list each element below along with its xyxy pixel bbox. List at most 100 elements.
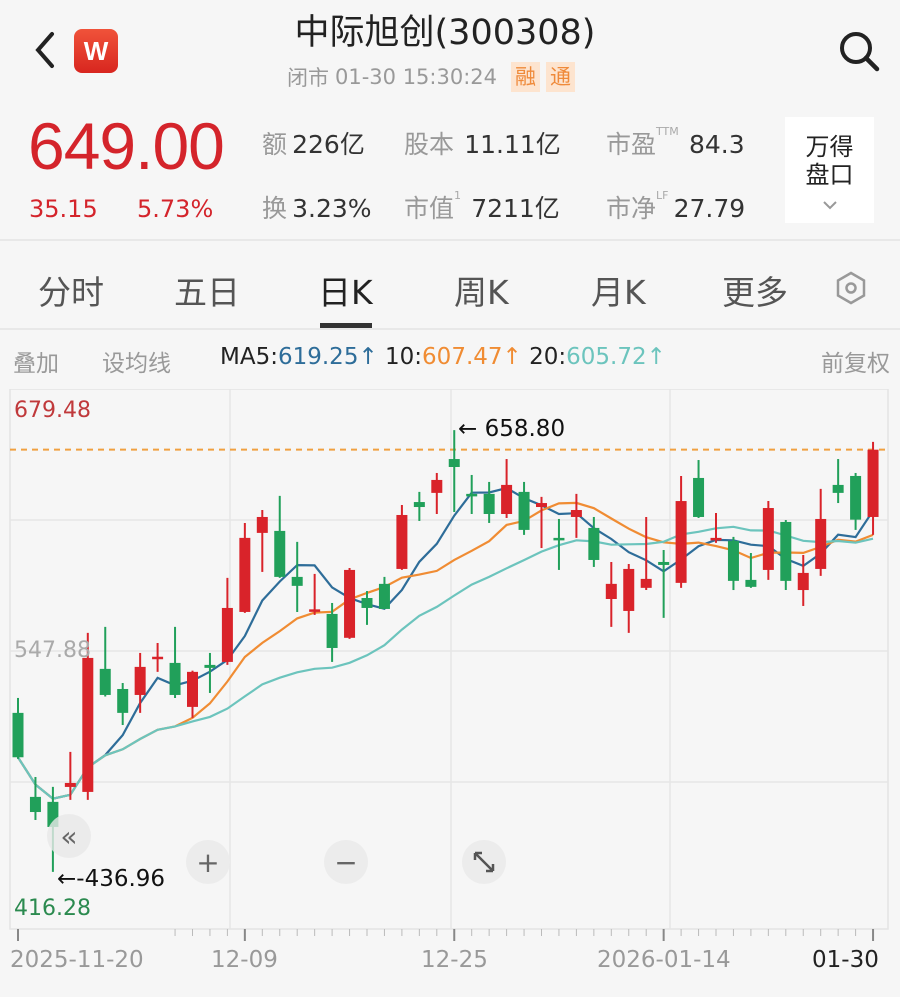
low-annotation: ←-436.96 (57, 866, 166, 892)
connect-badge: 通 (546, 62, 576, 92)
candle-body-up (640, 578, 652, 588)
pankou-line1: 万得 (805, 133, 854, 161)
overlay-button[interactable]: 叠加 (13, 351, 59, 377)
double-chevron-left-icon: « (60, 819, 78, 853)
candle-body-up (64, 782, 76, 787)
candle-body-down (518, 491, 530, 530)
candle-body-down (832, 484, 844, 493)
candle-body-up (344, 569, 356, 638)
scroll-left-button[interactable]: « (47, 814, 91, 858)
stat-label: 市值 (404, 194, 455, 223)
stat-value: 11.11亿 (464, 130, 561, 159)
candle-body-down (483, 493, 495, 514)
market-status: 闭市 01-30 15:30:24 融 通 (287, 62, 576, 92)
stat-value: 84.3 (688, 130, 745, 159)
last-price: 649.00 (28, 109, 225, 183)
search-button[interactable] (836, 28, 882, 74)
tab-more[interactable]: 更多 (722, 273, 788, 312)
candle-body-up (605, 583, 617, 599)
candle-body-up (221, 607, 233, 662)
stat-label: 市净 (606, 194, 657, 223)
pankou-line2: 盘口 (805, 161, 854, 189)
stock-title: 中际旭创(300308) (294, 13, 596, 53)
tab-monthly-k[interactable]: 月K (591, 273, 646, 312)
fullscreen-button[interactable] (462, 840, 506, 884)
candle-body-up (762, 508, 774, 570)
stat-sup: TTM (656, 125, 679, 138)
plus-icon: + (196, 845, 220, 879)
stat-amount: 额 226亿 (262, 125, 365, 161)
active-tab-indicator (320, 323, 372, 328)
candle-body-up (134, 666, 146, 695)
ma10-label: 10: (385, 344, 423, 370)
candle-body-down (117, 688, 129, 713)
x-tick-label: 01-30 (812, 947, 879, 973)
candle-body-down (361, 598, 373, 608)
zoom-out-button[interactable]: − (324, 840, 368, 884)
tab-five-day[interactable]: 五日 (174, 273, 240, 312)
chart-frame (9, 389, 889, 930)
stat-label: 换 (262, 194, 288, 223)
margin-badge: 融 (511, 62, 541, 92)
candle-body-up (710, 537, 722, 541)
candle-body-down (413, 502, 425, 508)
candle-body-down (850, 475, 862, 520)
low-value: 436.96 (84, 866, 166, 892)
high-value: 658.80 (484, 416, 566, 442)
candle-body-down (727, 540, 739, 581)
candle-body-up (623, 568, 635, 611)
quote-datetime: 01-30 15:30:24 (335, 65, 498, 89)
stat-pe: 市盈TTM 84.3 (606, 125, 745, 161)
y-label-mid: 547.88 (14, 638, 91, 663)
expand-arrows-icon (473, 851, 495, 873)
ma5-label: MA5: (220, 344, 278, 370)
ma5-value: 619.25↑ (277, 344, 378, 370)
stat-label: 额 (262, 130, 288, 159)
candlestick-chart[interactable] (0, 389, 900, 949)
stat-turnover: 换 3.23% (262, 189, 372, 225)
candle-body-down (29, 796, 41, 813)
y-label-max: 679.48 (14, 398, 91, 423)
candle-body-down (588, 527, 600, 560)
stat-label: 股本 (404, 130, 455, 159)
zoom-in-button[interactable]: + (186, 840, 230, 884)
ma20-label: 20: (529, 344, 567, 370)
candle-body-up (187, 671, 198, 707)
candle-body-up (797, 572, 809, 591)
tab-daily-k[interactable]: 日K (318, 273, 373, 312)
wind-pankou-button[interactable]: 万得 盘口 (785, 117, 874, 223)
ma-legend: MA5:619.25↑ 10:607.47↑ 20:605.72↑ (220, 344, 666, 370)
stat-market-cap: 市值1 7211亿 (404, 189, 560, 225)
candle-body-up (815, 518, 827, 569)
price-adjust-button[interactable]: 前复权 (821, 351, 890, 377)
price-change: 35.15 (29, 195, 98, 223)
stat-share-capital: 股本 11.11亿 (404, 125, 561, 161)
stat-sup: LF (656, 189, 669, 202)
candle-body-down (204, 664, 216, 668)
candle-body-up (675, 501, 687, 583)
stat-sup: 1 (454, 189, 462, 202)
back-button[interactable] (28, 28, 64, 72)
candle-body-up (396, 514, 408, 569)
candle-body-up (152, 656, 164, 660)
chevron-left-icon (35, 32, 54, 68)
ma20-value: 605.72↑ (566, 344, 666, 370)
tab-intraday[interactable]: 分时 (38, 273, 104, 312)
wind-logo[interactable]: W (74, 29, 118, 73)
candle-body-up (570, 510, 582, 517)
candle-body-down (12, 712, 24, 758)
candle-body-down (47, 801, 59, 827)
chart-settings-button[interactable] (834, 270, 868, 310)
candle-body-down (693, 477, 705, 517)
candle-body-up (536, 503, 547, 508)
price-change-pct: 5.73% (137, 195, 214, 223)
candle-body-down (448, 459, 460, 468)
candle-body-down (326, 613, 338, 648)
tab-weekly-k[interactable]: 周K (454, 273, 509, 312)
candle-body-down (378, 583, 390, 609)
candle-body-down (466, 493, 478, 497)
stat-value: 226亿 (292, 130, 365, 159)
ma-line-ma5 (17, 486, 874, 800)
candle-body-down (99, 668, 111, 695)
set-ma-button[interactable]: 设均线 (102, 351, 171, 377)
